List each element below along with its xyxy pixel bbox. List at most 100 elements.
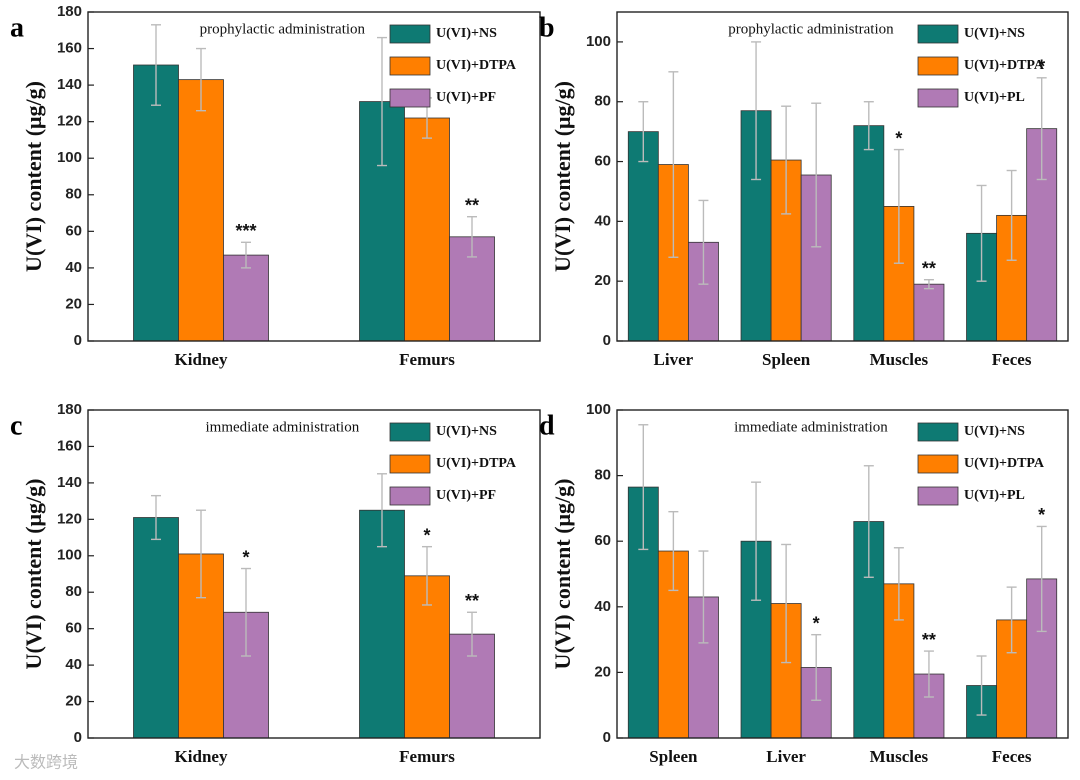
y-axis-label: U(VI) content (μg/g) (21, 479, 46, 670)
legend-label: U(VI)+NS (964, 424, 1025, 439)
error-bar (923, 650, 934, 698)
error-bar (698, 550, 709, 644)
error-bar (151, 494, 161, 541)
legend-swatch (917, 454, 959, 474)
error-bar (151, 24, 161, 106)
y-tick-label: 60 (594, 532, 611, 549)
subtitle: immediate administration (206, 419, 360, 435)
y-tick-label: 20 (65, 693, 82, 710)
y-tick-label: 40 (594, 598, 611, 615)
error-bar (1036, 525, 1047, 633)
panel-label: b (539, 12, 555, 43)
legend-swatch (389, 56, 431, 76)
error-bar (781, 105, 792, 215)
y-tick-label: 80 (594, 467, 611, 484)
y-axis-label: U(VI) content (μg/g) (550, 81, 575, 272)
significance: ** (922, 258, 936, 278)
error-bar (863, 101, 874, 151)
y-tick-label: 100 (586, 33, 611, 50)
y-tick-label: 80 (65, 186, 82, 203)
legend-label: U(VI)+NS (436, 26, 497, 41)
legend-label: U(VI)+PL (964, 488, 1025, 503)
y-tick-label: 160 (57, 437, 82, 454)
error-bar (668, 510, 679, 592)
y-tick-label: 60 (65, 620, 82, 637)
legend-label: U(VI)+DTPA (964, 58, 1045, 73)
error-bar (377, 473, 387, 548)
x-tick-label: Liver (766, 747, 806, 766)
significance: * (1038, 57, 1045, 77)
legend-swatch (917, 88, 959, 108)
bar (223, 254, 269, 342)
bar (133, 517, 179, 739)
error-bar (467, 611, 477, 657)
significance: ** (465, 195, 479, 215)
panel-label: c (10, 410, 22, 441)
error-bar (976, 184, 987, 282)
significance: ** (922, 630, 936, 650)
significance: *** (235, 221, 256, 241)
bar (404, 117, 450, 342)
y-tick-label: 140 (57, 474, 82, 491)
legend-swatch (389, 422, 431, 442)
y-tick-label: 100 (586, 401, 611, 418)
legend-label: U(VI)+PF (436, 90, 496, 105)
x-tick-label: Spleen (649, 747, 698, 766)
error-bar (751, 481, 762, 601)
y-tick-label: 20 (594, 272, 611, 289)
error-bar (638, 424, 649, 551)
y-tick-label: 0 (603, 729, 611, 746)
error-bar (863, 465, 874, 578)
y-tick-label: 180 (57, 3, 82, 20)
y-tick-label: 160 (57, 40, 82, 57)
y-tick-label: 20 (65, 295, 82, 312)
y-tick-label: 80 (65, 583, 82, 600)
y-tick-label: 40 (594, 212, 611, 229)
y-axis-label: U(VI) content (μg/g) (550, 479, 575, 670)
plot-frame (616, 11, 1069, 342)
significance: * (895, 128, 902, 148)
legend-swatch (917, 486, 959, 506)
legend-label: U(VI)+DTPA (436, 58, 517, 73)
error-bar (923, 278, 934, 290)
error-bar (811, 633, 822, 701)
error-bar (811, 102, 822, 248)
error-bar (241, 241, 251, 269)
legend-swatch (917, 56, 959, 76)
legend-label: U(VI)+PL (964, 90, 1025, 105)
bar (913, 283, 945, 342)
error-bar (668, 71, 679, 258)
legend-label: U(VI)+NS (436, 424, 497, 439)
error-bar (1006, 586, 1017, 654)
error-bar (196, 509, 206, 599)
error-bar (751, 41, 762, 181)
significance: * (813, 613, 820, 633)
x-tick-label: Kidney (175, 350, 228, 369)
error-bar (196, 47, 206, 112)
error-bar (638, 101, 649, 163)
subtitle: immediate administration (734, 419, 888, 435)
y-tick-label: 120 (57, 510, 82, 527)
y-tick-label: 0 (74, 729, 82, 746)
y-tick-label: 120 (57, 113, 82, 130)
plot-frame (87, 409, 541, 739)
plot-frame (87, 11, 541, 342)
y-tick-label: 20 (594, 663, 611, 680)
y-tick-label: 100 (57, 149, 82, 166)
x-tick-label: Liver (654, 350, 694, 369)
bar (178, 79, 224, 342)
legend-swatch (389, 24, 431, 44)
legend-swatch (389, 88, 431, 108)
x-tick-label: Muscles (870, 747, 929, 766)
panel-label: a (10, 12, 24, 43)
x-tick-label: Feces (992, 747, 1032, 766)
significance: * (242, 547, 249, 567)
x-tick-label: Kidney (175, 747, 228, 766)
y-tick-label: 40 (65, 656, 82, 673)
bar (853, 125, 885, 342)
error-bar (698, 199, 709, 285)
x-tick-label: Femurs (399, 350, 455, 369)
watermark: 大数跨境 (14, 753, 78, 772)
y-tick-label: 60 (594, 153, 611, 170)
